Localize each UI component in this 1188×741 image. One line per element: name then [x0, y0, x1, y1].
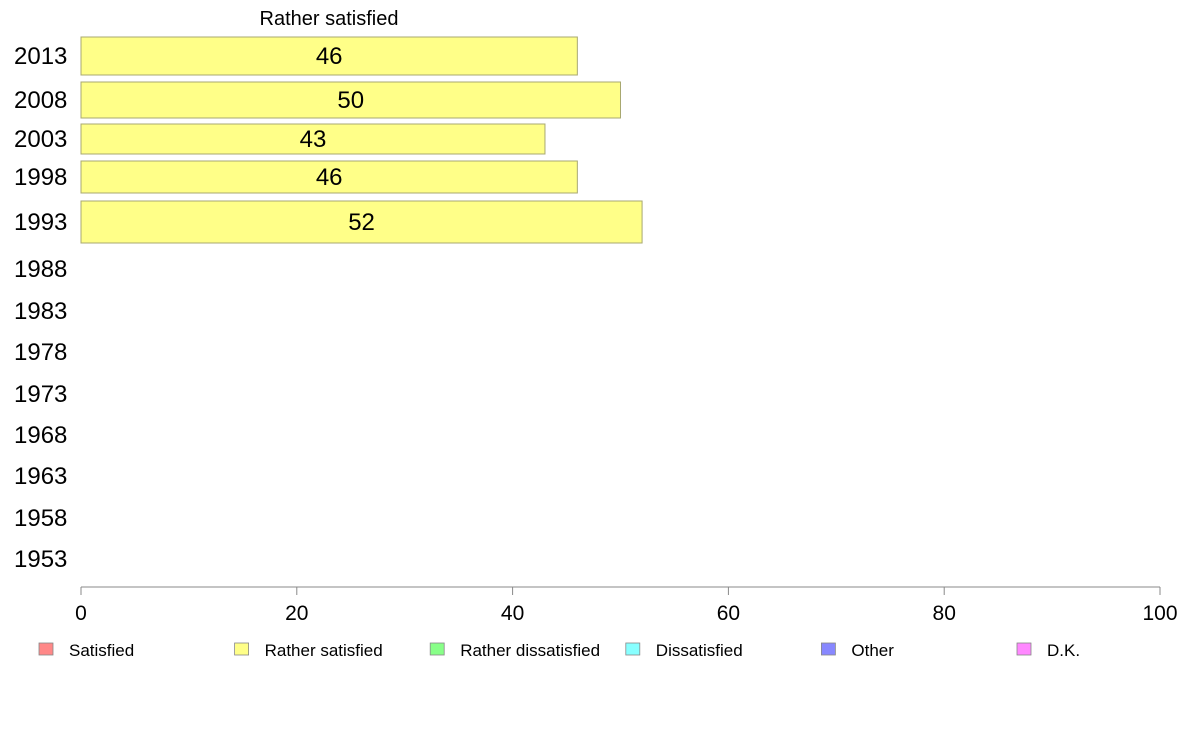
x-tick-label: 60 — [717, 602, 740, 625]
legend-label: Satisfied — [69, 641, 134, 660]
year-label: 2003 — [14, 126, 67, 153]
bar-2013 — [80, 36, 578, 76]
x-tick-label: 40 — [501, 602, 524, 625]
legend-swatch — [429, 642, 445, 656]
bar-value-label: 46 — [316, 43, 343, 70]
bar-value-label: 50 — [337, 87, 364, 114]
bar-value-label: 52 — [348, 209, 375, 236]
legend-swatch — [625, 642, 641, 656]
legend-label: D.K. — [1047, 641, 1080, 660]
year-label: 2013 — [14, 43, 67, 70]
year-label: 1963 — [14, 463, 67, 490]
year-label: 1983 — [14, 298, 67, 325]
bar-value-label: 43 — [300, 126, 327, 153]
year-label: 1953 — [14, 546, 67, 573]
x-tick-label: 20 — [285, 602, 308, 625]
x-tick-label: 0 — [75, 602, 87, 625]
legend: Satisfied Rather satisfied Rather dissatis… — [38, 641, 1080, 660]
legend-swatch — [821, 642, 836, 656]
legend-swatch — [234, 642, 250, 656]
legend-swatch — [38, 642, 54, 656]
year-label: 1968 — [14, 422, 67, 449]
bar-2008 — [80, 81, 621, 119]
year-label: 1973 — [14, 381, 67, 408]
year-label: 1958 — [14, 505, 67, 532]
year-label: 2008 — [14, 87, 67, 114]
legend-swatch — [1016, 642, 1032, 656]
chart-title: Rather satisfied — [260, 8, 399, 30]
x-axis: 0 20 40 60 80 100 — [75, 586, 1178, 625]
year-label: 1978 — [14, 339, 67, 366]
x-tick-label: 100 — [1142, 602, 1177, 625]
legend-label: Rather dissatisfied — [460, 641, 600, 660]
year-label: 1998 — [14, 164, 67, 191]
bar-1993 — [80, 200, 643, 244]
legend-label: Other — [851, 641, 894, 660]
year-label: 1988 — [14, 256, 67, 283]
bar-value-label: 46 — [316, 164, 343, 191]
year-labels: 2013 2008 2003 1998 1993 1988 1983 1978 1973 1968… — [14, 43, 67, 573]
legend-label: Rather satisfied — [265, 641, 383, 660]
x-tick-label: 80 — [933, 602, 956, 625]
year-label: 1993 — [14, 209, 67, 236]
bar-1998 — [80, 160, 578, 194]
bar-2003 — [80, 123, 546, 155]
legend-label: Dissatisfied — [656, 641, 743, 660]
